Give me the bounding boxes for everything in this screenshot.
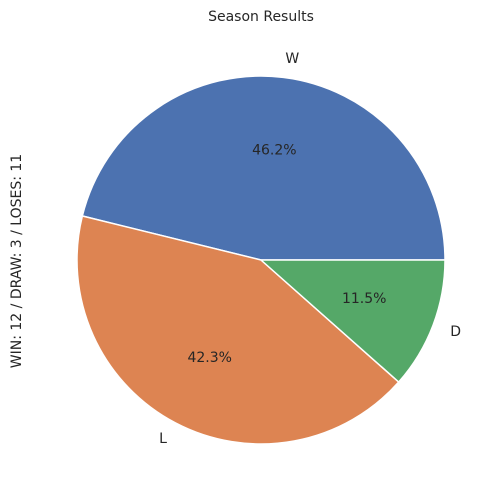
category-label-w: W bbox=[285, 51, 299, 67]
category-label-d: D bbox=[450, 324, 461, 340]
slice-l bbox=[76, 215, 400, 445]
category-label-l: L bbox=[159, 431, 167, 447]
pie-slices bbox=[76, 75, 446, 445]
y-axis-label: WIN: 12 / DRAW: 3 / LOSES: 11 bbox=[9, 154, 25, 368]
slice-w bbox=[81, 75, 446, 261]
pie-labels: 46.2% W 42.3% L 11.5% D bbox=[159, 51, 461, 447]
chart-title: Season Results bbox=[208, 9, 314, 25]
percent-label-w: 46.2% bbox=[252, 142, 296, 158]
percent-label-d: 11.5% bbox=[342, 291, 386, 307]
percent-label-l: 42.3% bbox=[187, 350, 231, 366]
slice-d bbox=[259, 259, 446, 384]
